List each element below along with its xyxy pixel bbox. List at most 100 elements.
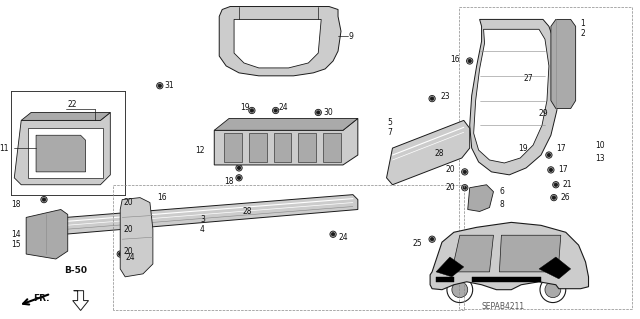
Circle shape xyxy=(117,251,124,257)
Circle shape xyxy=(348,125,354,131)
Text: 10: 10 xyxy=(595,141,605,150)
Polygon shape xyxy=(468,185,493,211)
Circle shape xyxy=(274,109,277,112)
Text: 14: 14 xyxy=(12,230,21,239)
Circle shape xyxy=(260,213,264,216)
Circle shape xyxy=(157,83,163,89)
Polygon shape xyxy=(551,19,575,108)
Text: 23: 23 xyxy=(440,92,450,101)
Polygon shape xyxy=(274,133,291,162)
Text: 24: 24 xyxy=(278,103,288,112)
Text: 4: 4 xyxy=(200,225,205,234)
Polygon shape xyxy=(323,133,341,162)
Polygon shape xyxy=(470,19,559,175)
Circle shape xyxy=(463,186,467,189)
Text: 5: 5 xyxy=(388,118,392,127)
Circle shape xyxy=(547,153,550,157)
Circle shape xyxy=(42,198,45,201)
Polygon shape xyxy=(36,135,86,172)
Polygon shape xyxy=(26,210,68,259)
Text: 16: 16 xyxy=(450,55,460,63)
Text: 16: 16 xyxy=(157,193,166,202)
Text: 27: 27 xyxy=(523,74,532,83)
Text: 31: 31 xyxy=(164,81,174,90)
Polygon shape xyxy=(249,133,267,162)
Text: SEPAB4211: SEPAB4211 xyxy=(481,302,525,311)
Polygon shape xyxy=(120,197,153,277)
Circle shape xyxy=(349,127,353,130)
Text: FR.: FR. xyxy=(33,294,49,303)
Polygon shape xyxy=(224,133,242,162)
Circle shape xyxy=(142,203,148,210)
Polygon shape xyxy=(36,195,358,236)
Polygon shape xyxy=(436,277,454,282)
Polygon shape xyxy=(539,257,571,279)
Text: 21: 21 xyxy=(563,180,572,189)
Circle shape xyxy=(515,79,518,82)
Text: 24: 24 xyxy=(125,253,135,262)
Circle shape xyxy=(431,238,434,241)
Circle shape xyxy=(236,165,242,171)
Circle shape xyxy=(554,183,557,186)
Circle shape xyxy=(540,277,566,302)
Polygon shape xyxy=(387,120,470,185)
Text: 19: 19 xyxy=(518,144,528,152)
Text: 26: 26 xyxy=(561,193,570,202)
Polygon shape xyxy=(474,29,549,163)
Circle shape xyxy=(142,226,148,233)
Text: 1: 1 xyxy=(580,19,586,28)
Circle shape xyxy=(226,125,232,131)
Polygon shape xyxy=(472,277,541,282)
Polygon shape xyxy=(499,235,561,272)
Circle shape xyxy=(509,146,513,150)
Polygon shape xyxy=(298,133,316,162)
Circle shape xyxy=(429,236,435,242)
Circle shape xyxy=(249,107,255,114)
Text: 11: 11 xyxy=(0,144,8,152)
Circle shape xyxy=(46,141,70,165)
Circle shape xyxy=(549,168,552,172)
Text: 7: 7 xyxy=(388,128,392,137)
Circle shape xyxy=(463,170,467,174)
Text: 20: 20 xyxy=(124,247,133,256)
Text: B-50: B-50 xyxy=(64,266,87,275)
Polygon shape xyxy=(436,257,464,277)
Text: 20: 20 xyxy=(445,183,455,192)
Circle shape xyxy=(143,249,147,253)
Text: 17: 17 xyxy=(556,144,566,152)
Circle shape xyxy=(118,252,122,256)
Circle shape xyxy=(332,233,335,236)
Circle shape xyxy=(228,127,230,130)
Text: 2: 2 xyxy=(580,29,586,38)
Text: 12: 12 xyxy=(195,145,204,155)
Circle shape xyxy=(259,211,265,218)
Text: 25: 25 xyxy=(413,239,422,248)
Circle shape xyxy=(508,145,515,151)
Circle shape xyxy=(553,182,559,188)
Text: 20: 20 xyxy=(124,225,133,234)
Circle shape xyxy=(143,228,147,231)
Circle shape xyxy=(237,166,241,169)
Circle shape xyxy=(452,153,456,157)
Text: 30: 30 xyxy=(323,108,333,117)
Text: 28: 28 xyxy=(243,207,252,216)
Text: 22: 22 xyxy=(68,100,77,109)
Text: 19: 19 xyxy=(240,103,250,112)
Polygon shape xyxy=(21,113,110,120)
Circle shape xyxy=(452,282,468,298)
Circle shape xyxy=(297,55,300,58)
Circle shape xyxy=(550,195,557,201)
Polygon shape xyxy=(454,235,493,272)
Circle shape xyxy=(548,167,554,173)
Text: 24: 24 xyxy=(338,233,348,242)
Text: 20: 20 xyxy=(124,198,133,207)
Circle shape xyxy=(447,277,473,302)
Text: 9: 9 xyxy=(349,32,354,41)
Polygon shape xyxy=(220,6,341,76)
Circle shape xyxy=(53,148,63,158)
Polygon shape xyxy=(430,222,589,290)
Circle shape xyxy=(253,53,259,59)
Circle shape xyxy=(545,282,561,298)
Text: 17: 17 xyxy=(558,165,568,174)
Circle shape xyxy=(142,248,148,254)
